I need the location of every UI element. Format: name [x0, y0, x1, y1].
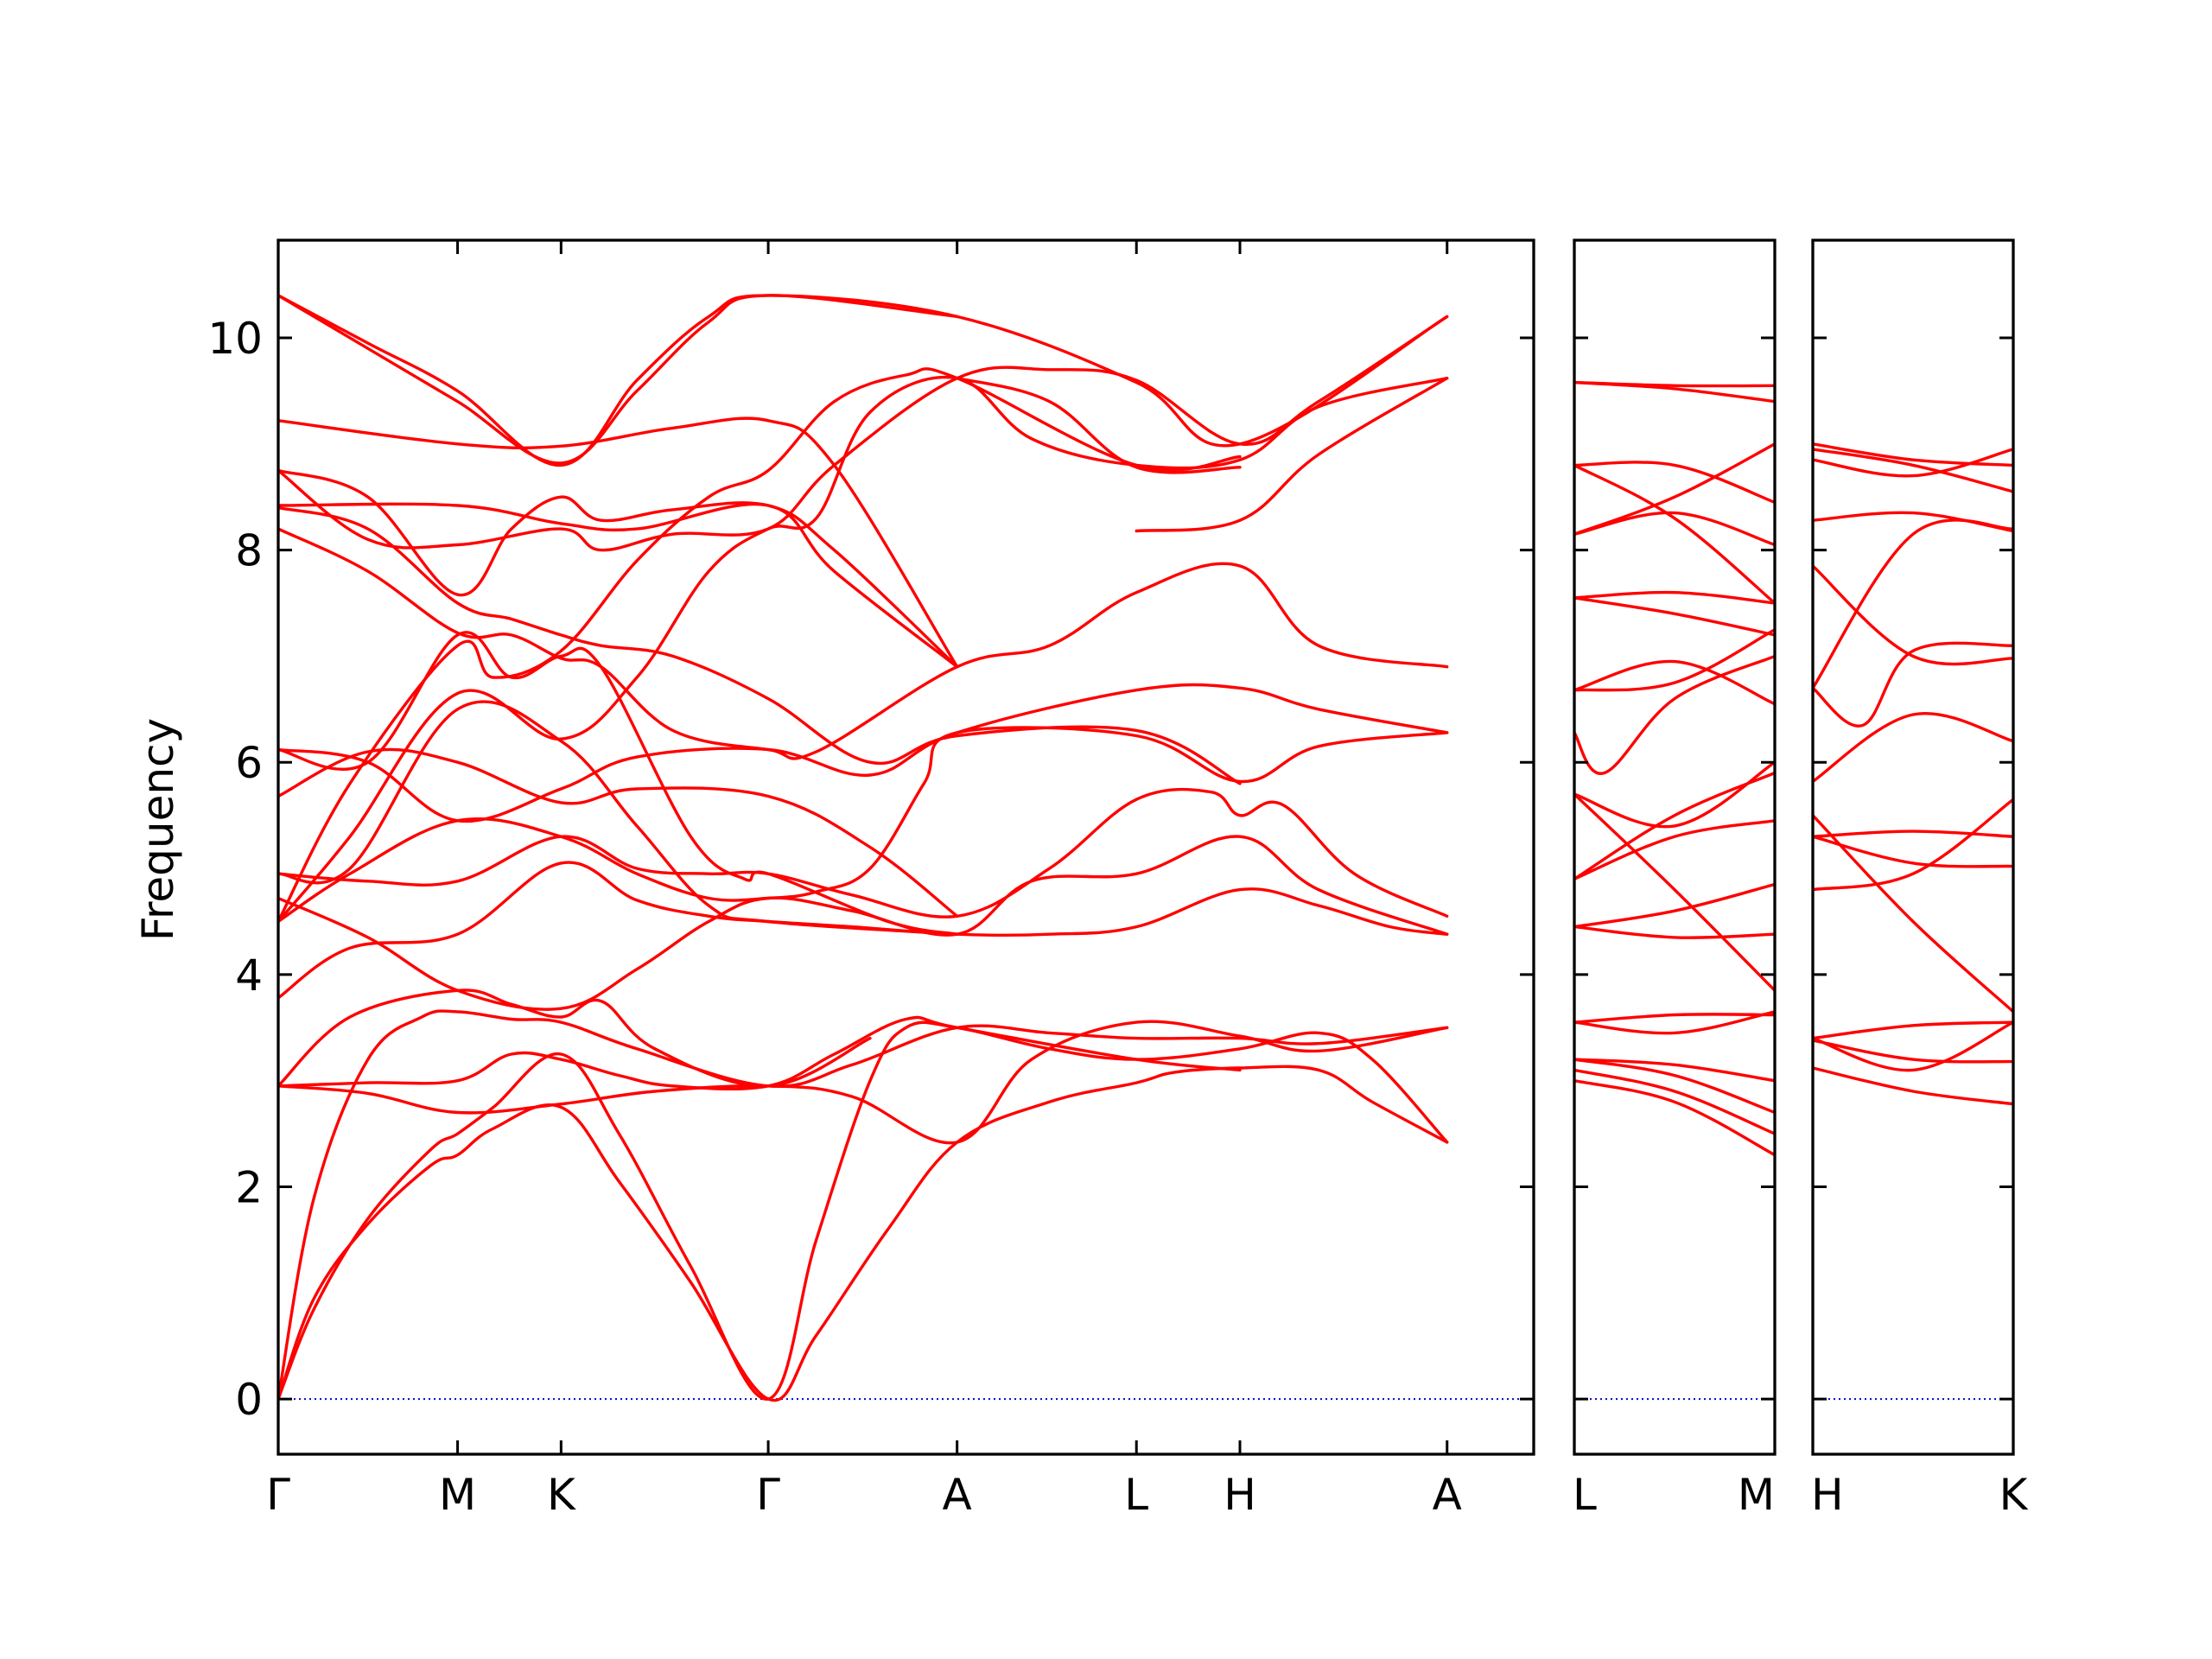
- band-line-middle-16: [1574, 590, 1775, 605]
- band-line-right-1: [1813, 1039, 2013, 1064]
- band-line-left-0: [278, 1065, 1449, 1402]
- band-line-right-2: [1813, 1020, 2013, 1072]
- x-tick-label: K: [547, 1470, 576, 1520]
- x-tick-label: H: [1224, 1470, 1256, 1520]
- band-line-middle-13: [1574, 628, 1775, 692]
- panel-frame: [1811, 238, 2015, 1456]
- bands-right: [1813, 442, 2013, 1106]
- band-line-left-3: [278, 1020, 1449, 1145]
- x-tick-label: H: [1811, 1470, 1844, 1520]
- band-line-left-5: [278, 988, 872, 1088]
- band-line-right-8: [1813, 712, 2013, 784]
- band-line-right-5: [1813, 830, 2013, 838]
- band-line-left-20: [278, 502, 959, 669]
- panel-frame: [276, 238, 1535, 1456]
- x-tick-label: A: [943, 1470, 972, 1520]
- band-line-left-22: [278, 294, 1449, 467]
- band-line-right-12: [1813, 511, 2013, 533]
- band-line-left-16: [278, 527, 1449, 760]
- band-line-middle-4: [1574, 1010, 1775, 1035]
- band-line-left-21: [278, 416, 959, 669]
- band-line-middle-6: [1574, 925, 1775, 939]
- y-axis-label: Frequency: [133, 718, 183, 941]
- band-line-middle-2: [1574, 1058, 1775, 1115]
- band-line-left-4: [278, 1015, 1242, 1091]
- band-line-left-17: [278, 505, 1242, 785]
- band-line-middle-18: [1574, 442, 1775, 536]
- band-line-left-10: [278, 700, 959, 936]
- x-tick-label: A: [1433, 1470, 1462, 1520]
- panel-left: Γ M K Γ A L H A 0 2 4 6 8 10: [207, 238, 1535, 1520]
- x-tick-label: Γ: [266, 1470, 290, 1520]
- band-line-left-8: [278, 835, 1449, 1011]
- band-line-left-23: [278, 294, 959, 465]
- band-line-left-25: [956, 377, 1242, 474]
- band-line-right-7: [1813, 814, 2013, 1014]
- bands-left: [278, 294, 1449, 1402]
- band-line-right-3: [1813, 1020, 2013, 1040]
- band-line-left-13: [278, 375, 1449, 924]
- x-tick-label: Γ: [756, 1470, 780, 1520]
- y-tick-label: 0: [235, 1375, 263, 1425]
- band-line-middle-8: [1574, 819, 1775, 880]
- band-line-left-11: [278, 747, 959, 918]
- band-line-middle-0: [1574, 1079, 1775, 1157]
- band-line-middle-19: [1574, 463, 1775, 605]
- band-line-middle-12: [1574, 654, 1775, 775]
- band-line-right-0: [1813, 1066, 2013, 1106]
- band-line-left-12: [278, 683, 1449, 823]
- x-tick-label: L: [1124, 1470, 1148, 1520]
- x-tick-label: K: [1999, 1470, 2029, 1520]
- band-line-left-2: [278, 1009, 1449, 1401]
- band-line-right-14: [1813, 448, 2013, 493]
- band-line-left-9: [278, 787, 1449, 918]
- y-tick-label: 4: [235, 950, 263, 1001]
- band-line-middle-22: [1574, 380, 1775, 388]
- band-line-middle-3: [1574, 1058, 1775, 1083]
- band-line-right-6: [1813, 835, 2013, 868]
- band-line-left-18: [278, 468, 959, 669]
- band-line-right-13: [1813, 448, 2013, 478]
- band-line-right-9: [1813, 641, 2013, 728]
- band-line-left-14: [278, 367, 1242, 924]
- band-line-middle-7: [1574, 882, 1775, 929]
- x-tick-label: L: [1573, 1470, 1597, 1520]
- x-tick-label: M: [1738, 1470, 1775, 1520]
- y-tick-label: 8: [235, 526, 263, 576]
- band-line-middle-14: [1574, 659, 1775, 706]
- x-tick-label: M: [439, 1470, 476, 1520]
- band-line-middle-10: [1574, 792, 1775, 992]
- band-line-middle-5: [1574, 1013, 1775, 1024]
- band-line-middle-11: [1574, 760, 1775, 829]
- band-line-middle-20: [1574, 461, 1775, 505]
- band-line-right-11: [1813, 564, 2013, 666]
- band-line-middle-1: [1574, 1068, 1775, 1135]
- band-line-right-4: [1813, 798, 2013, 892]
- y-tick-label: 6: [235, 738, 263, 788]
- band-line-left-24: [1135, 377, 1449, 533]
- band-line-middle-15: [1574, 596, 1775, 637]
- y-tick-label: 2: [235, 1163, 263, 1213]
- panel-frame: [1573, 238, 1777, 1456]
- bands-middle: [1574, 380, 1775, 1157]
- band-line-left-1: [278, 1020, 1449, 1401]
- y-tick-label: 10: [207, 314, 263, 364]
- band-line-right-15: [1813, 442, 2013, 467]
